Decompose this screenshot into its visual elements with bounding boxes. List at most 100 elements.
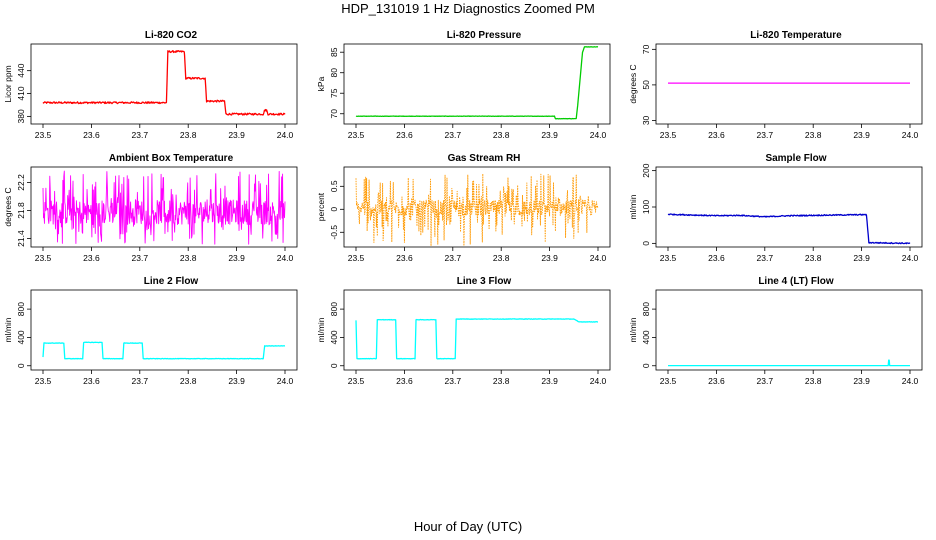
- y-tick-label: 30: [641, 115, 651, 125]
- x-tick-label: 23.9: [853, 253, 870, 263]
- y-axis-label: ml/min: [628, 317, 638, 342]
- y-tick-label: 0: [329, 207, 339, 212]
- y-tick-label: 50: [641, 80, 651, 90]
- plot-frame: [30, 289, 298, 371]
- x-tick-label: 23.7: [132, 253, 149, 263]
- plot-frame: [655, 289, 923, 371]
- y-tick-label: 75: [329, 88, 339, 98]
- y-tick-label: 410: [16, 86, 26, 100]
- y-tick-label: 80: [329, 68, 339, 78]
- x-tick-label: 23.5: [348, 253, 365, 263]
- sample-flow-series-line: [667, 213, 911, 245]
- y-tick-label: 0: [329, 363, 339, 368]
- li-820-temperature-title: Li-820 Temperature: [750, 30, 842, 41]
- x-tick-label: 23.6: [708, 253, 725, 263]
- line-2-flow-series-line: [42, 341, 286, 360]
- line-4-lt-flow-series-line: [667, 359, 911, 367]
- x-tick-label: 23.9: [541, 253, 558, 263]
- sample-flow-title: Sample Flow: [765, 153, 826, 164]
- x-tick-label: 23.9: [853, 130, 870, 140]
- y-axis-label: percent: [316, 192, 326, 221]
- line-2-flow-title: Line 2 Flow: [144, 276, 199, 287]
- x-tick-label: 23.6: [83, 253, 100, 263]
- x-tick-label: 23.5: [660, 376, 677, 386]
- x-tick-label: 23.8: [805, 130, 822, 140]
- panel-5: Gas Stream RH 23.5 23.6 23.7 23.8 23.9 24.0 -0.…: [316, 153, 611, 263]
- x-tick-label: 23.9: [228, 376, 245, 386]
- chart-panels: Li-820 CO2 23.5 23.6 23.7 23.8 23.9 24.0 380 410…: [3, 30, 923, 386]
- panel-7: Line 2 Flow 23.5 23.6 23.7 23.8 23.9 24.0 0 400 8…: [3, 276, 298, 386]
- line-3-flow-title: Line 3 Flow: [457, 276, 512, 287]
- panel-3: Li-820 Temperature 23.5 23.6 23.7 23.8 23.9 24…: [628, 30, 923, 140]
- y-tick-label: 0: [641, 241, 651, 246]
- x-tick-label: 23.8: [180, 253, 197, 263]
- y-axis-label: degrees C: [628, 64, 638, 103]
- li-820-pressure-title: Li-820 Pressure: [447, 30, 522, 41]
- y-tick-label: 0.5: [329, 180, 339, 192]
- plot-frame: [30, 43, 298, 125]
- plot-frame: [343, 289, 611, 371]
- plot-frame: [343, 166, 611, 248]
- plot-frame: [343, 43, 611, 125]
- x-tick-label: 23.7: [445, 130, 462, 140]
- y-tick-label: 85: [329, 47, 339, 57]
- y-tick-label: 800: [329, 302, 339, 316]
- x-tick-label: 23.8: [493, 130, 510, 140]
- x-tick-label: 23.5: [348, 130, 365, 140]
- x-tick-label: 23.7: [132, 130, 149, 140]
- line-3-flow-series-line: [355, 318, 599, 360]
- plot-frame: [30, 166, 298, 248]
- y-tick-label: 22.2: [16, 174, 26, 191]
- x-tick-label: 23.5: [660, 130, 677, 140]
- x-tick-label: 23.8: [180, 376, 197, 386]
- y-axis-label: Licor ppm: [3, 65, 13, 102]
- y-tick-label: -0.5: [329, 225, 339, 240]
- x-tick-label: 24.0: [590, 130, 607, 140]
- y-tick-label: 70: [329, 109, 339, 119]
- x-tick-label: 24.0: [902, 376, 919, 386]
- x-tick-label: 23.7: [132, 376, 149, 386]
- x-tick-label: 23.8: [805, 253, 822, 263]
- gas-stream-rh-title: Gas Stream RH: [448, 153, 521, 164]
- figure-title: HDP_131019 1 Hz Diagnostics Zoomed PM: [341, 1, 595, 16]
- x-tick-label: 23.5: [35, 130, 52, 140]
- x-tick-label: 23.6: [83, 130, 100, 140]
- y-tick-label: 440: [16, 63, 26, 77]
- y-tick-label: 800: [16, 302, 26, 316]
- x-tick-label: 23.7: [445, 253, 462, 263]
- x-tick-label: 23.6: [396, 130, 413, 140]
- x-tick-label: 23.9: [228, 253, 245, 263]
- li-820-co2-title: Li-820 CO2: [145, 30, 198, 41]
- x-tick-label: 23.6: [396, 376, 413, 386]
- y-axis-label: degrees C: [3, 187, 13, 226]
- y-tick-label: 100: [641, 200, 651, 214]
- panel-8: Line 3 Flow 23.5 23.6 23.7 23.8 23.9 24.0 0 400 8…: [316, 276, 611, 386]
- x-tick-label: 23.6: [708, 376, 725, 386]
- x-tick-label: 23.7: [757, 376, 774, 386]
- y-tick-label: 21.8: [16, 202, 26, 219]
- y-axis-label: kPa: [316, 76, 326, 91]
- x-tick-label: 23.6: [708, 130, 725, 140]
- y-axis-label: ml/min: [316, 317, 326, 342]
- line-4-lt-flow-title: Line 4 (LT) Flow: [758, 276, 834, 287]
- y-tick-label: 400: [641, 330, 651, 344]
- y-tick-label: 70: [641, 44, 651, 54]
- x-tick-label: 23.7: [445, 376, 462, 386]
- y-tick-label: 21.4: [16, 230, 26, 247]
- x-tick-label: 24.0: [277, 253, 294, 263]
- x-tick-label: 23.8: [493, 253, 510, 263]
- x-tick-label: 23.5: [35, 253, 52, 263]
- x-axis-title: Hour of Day (UTC): [414, 519, 522, 534]
- x-tick-label: 23.5: [35, 376, 52, 386]
- x-tick-label: 23.5: [660, 253, 677, 263]
- panel-1: Li-820 CO2 23.5 23.6 23.7 23.8 23.9 24.0 380 410…: [3, 30, 298, 140]
- x-tick-label: 24.0: [590, 253, 607, 263]
- y-tick-label: 400: [16, 330, 26, 344]
- panel-6: Sample Flow 23.5 23.6 23.7 23.8 23.9 24.0 0 100 2…: [628, 153, 923, 263]
- x-tick-label: 24.0: [902, 130, 919, 140]
- x-tick-label: 23.9: [541, 376, 558, 386]
- li-820-pressure-series-line: [355, 46, 599, 120]
- x-tick-label: 24.0: [277, 376, 294, 386]
- x-tick-label: 23.8: [180, 130, 197, 140]
